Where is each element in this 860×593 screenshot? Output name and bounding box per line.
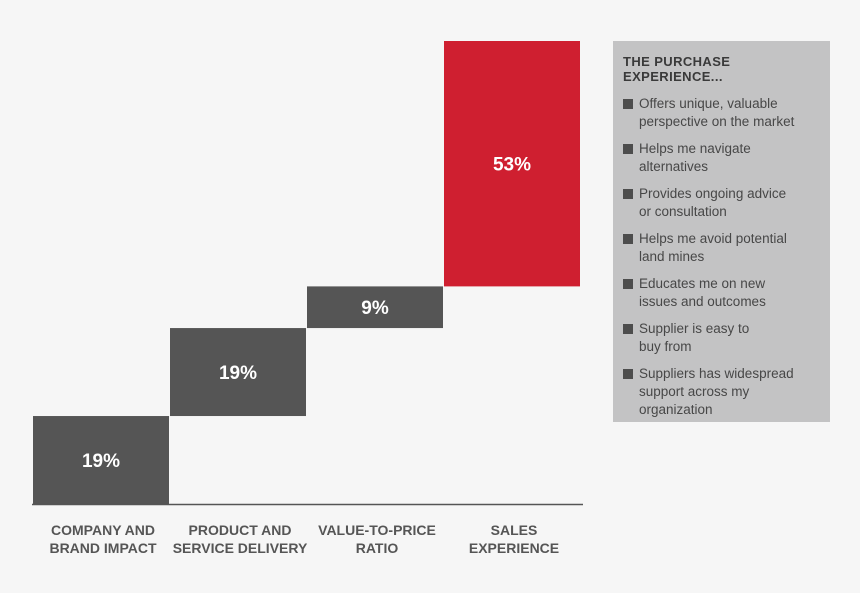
legend-item-6: Supplier is easy to buy from: [623, 320, 820, 356]
legend-item-1: Offers unique, valuable perspective on t…: [623, 95, 820, 131]
legend-item-3: Provides ongoing advice or consultation: [623, 185, 820, 221]
square-bullet-icon: [623, 369, 633, 379]
legend-item-2: Helps me navigate alternatives: [623, 140, 820, 176]
square-bullet-icon: [623, 144, 633, 154]
bar-value-label-4: 53%: [493, 155, 531, 176]
bar-3: [307, 286, 443, 329]
legend-item-text: Provides ongoing advice or consultation: [639, 186, 787, 219]
legend-item-text: Educates me on new issues and outcomes: [639, 276, 766, 309]
square-bullet-icon: [623, 324, 633, 334]
legend-item-text: Offers unique, valuable perspective on t…: [639, 96, 795, 129]
legend-item-4: Helps me avoid potential land mines: [623, 230, 820, 266]
bar-value-label-2: 19%: [219, 363, 257, 384]
square-bullet-icon: [623, 99, 633, 109]
legend-item-text: Helps me navigate alternatives: [639, 141, 751, 174]
legend-item-text: Suppliers has widespread support across …: [639, 366, 794, 417]
legend-panel: THE PURCHASE EXPERIENCE... Offers unique…: [613, 41, 830, 422]
legend-item-7: Suppliers has widespread support across …: [623, 365, 820, 419]
square-bullet-icon: [623, 279, 633, 289]
category-label-1: COMPANY AND BRAND IMPACT: [49, 522, 157, 556]
bar-2: [170, 328, 306, 417]
bar-4: [444, 41, 580, 287]
bars-group: 19% 19% 9% 53%: [33, 41, 580, 504]
square-bullet-icon: [623, 234, 633, 244]
legend-item-5: Educates me on new issues and outcomes: [623, 275, 820, 311]
bar-value-label-1: 19%: [82, 451, 120, 472]
legend-item-text: Helps me avoid potential land mines: [639, 231, 787, 264]
category-label-3: VALUE-TO-PRICE RATIO: [318, 522, 436, 556]
category-label-4: SALES EXPERIENCE: [468, 522, 560, 556]
category-label-2: PRODUCT AND SERVICE DELIVERY: [172, 522, 308, 556]
bar-1: [33, 416, 169, 504]
legend-title: THE PURCHASE EXPERIENCE...: [623, 54, 731, 84]
legend-item-text: Supplier is easy to buy from: [639, 321, 750, 354]
bar-value-label-3: 9%: [361, 298, 389, 319]
legend-items: Offers unique, valuable perspective on t…: [623, 95, 820, 419]
square-bullet-icon: [623, 189, 633, 199]
